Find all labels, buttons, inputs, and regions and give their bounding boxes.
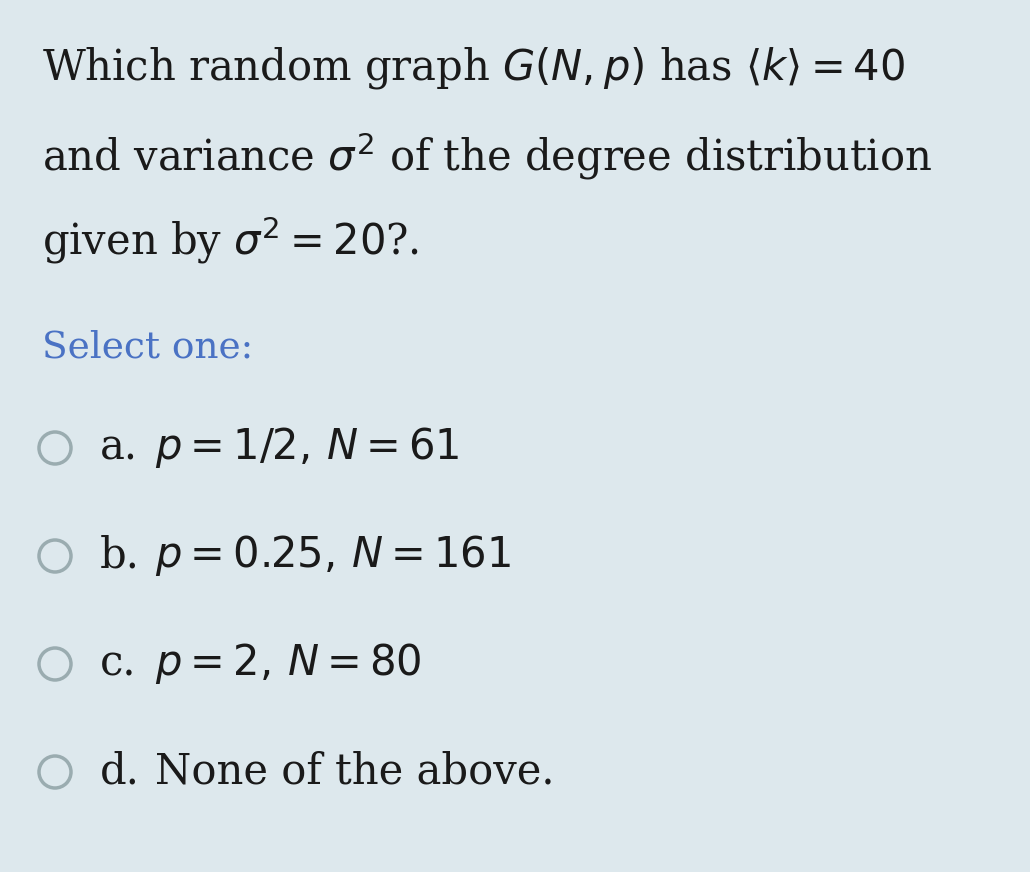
Text: $p = 2,\, N = 80$: $p = 2,\, N = 80$ <box>154 642 421 686</box>
Text: d.: d. <box>100 751 140 793</box>
Text: None of the above.: None of the above. <box>154 751 554 793</box>
Text: Select one:: Select one: <box>42 330 253 366</box>
Text: a.: a. <box>100 427 138 469</box>
Text: and variance $\sigma^2$ of the degree distribution: and variance $\sigma^2$ of the degree di… <box>42 130 932 181</box>
Text: b.: b. <box>100 535 140 577</box>
Text: $p = 1/2,\, N = 61$: $p = 1/2,\, N = 61$ <box>154 426 459 471</box>
Text: Which random graph $G(N, p)$ has $\langle k\rangle = 40$: Which random graph $G(N, p)$ has $\langl… <box>42 45 905 91</box>
Text: $p = 0.25,\, N = 161$: $p = 0.25,\, N = 161$ <box>154 534 511 578</box>
Text: c.: c. <box>100 643 137 685</box>
Text: given by $\sigma^2 = 20$?.: given by $\sigma^2 = 20$?. <box>42 215 419 267</box>
